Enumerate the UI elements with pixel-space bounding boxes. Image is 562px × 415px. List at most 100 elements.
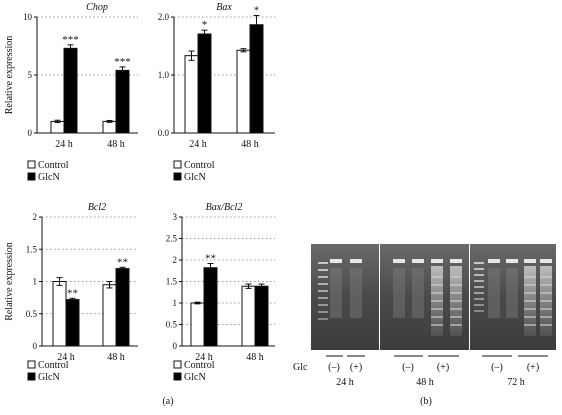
ladder-band: [474, 310, 484, 312]
significance-marker: **: [117, 256, 128, 268]
fragment-band: [540, 300, 552, 302]
y-tick-label: 1.5: [26, 244, 38, 254]
fragment-band: [524, 292, 536, 294]
legend-label-control: Control: [184, 360, 215, 371]
gel-treatment-24h-minus: (–): [328, 362, 340, 373]
fragment-band: [450, 276, 462, 278]
error-bar: [119, 66, 126, 71]
fragment-band: [431, 316, 443, 318]
legend-swatch-control: [27, 160, 36, 169]
x-tick-label: 48 h: [107, 352, 125, 363]
legend-label-control: Control: [38, 360, 69, 371]
bar-control-48h: [102, 120, 117, 134]
ladder-band: [318, 276, 328, 278]
bar-control-24h: [184, 55, 199, 134]
ladder-band: [474, 286, 484, 288]
x-tick-label: 48 h: [241, 139, 259, 150]
gel-time-72h: 72 h: [507, 377, 525, 388]
bar-glcn-24h: [197, 33, 212, 134]
y-tick-label: 1.0: [158, 70, 170, 80]
genomic-band: [393, 259, 405, 263]
ladder-band: [318, 290, 328, 292]
legend-label-control: Control: [38, 160, 69, 171]
ladder-band: [474, 292, 484, 294]
chart-chop: 0 5 10 Chop Relative expression *** 24 h *** 48 …: [4, 2, 138, 183]
bar-control-48h: [241, 285, 256, 347]
fragment-band: [540, 292, 552, 294]
error-bar: [106, 281, 113, 289]
bar-control-24h: [50, 120, 65, 134]
fragment-band: [540, 284, 552, 286]
chart-title: Bax/Bcl2: [206, 202, 243, 213]
gel-image: [311, 244, 556, 350]
y-tick-label: 0.0: [158, 128, 170, 138]
gel-time-48h: 48 h: [416, 377, 434, 388]
legend-label-glcn: GlcN: [184, 372, 206, 383]
genomic-band: [488, 259, 500, 263]
fragment-band: [540, 308, 552, 310]
y-tick-label: 1: [33, 277, 38, 287]
fragment-band: [524, 284, 536, 286]
ladder-band: [474, 268, 484, 270]
chart-title: Bcl2: [88, 202, 106, 213]
fragment-band: [431, 324, 443, 326]
y-tick-label: 0: [33, 341, 38, 351]
genomic-band: [540, 259, 552, 263]
fragment-band: [431, 308, 443, 310]
gel-treatment-48h-plus: (+): [437, 362, 449, 373]
bar-glcn-48h: [115, 69, 130, 134]
y-tick-label: 10: [23, 12, 33, 22]
significance-marker: **: [205, 252, 216, 264]
y-axis-label: Relative expression: [4, 36, 15, 115]
chart-bax-bcl2: 0 0.5 1 1.5 2 2.5 3 Bax/Bcl2 ** 24 h 48 h ControlGl…: [166, 202, 275, 383]
x-tick-label: 48 h: [107, 139, 125, 150]
error-bar: [245, 283, 252, 289]
ladder-band: [474, 274, 484, 276]
y-tick-label: 2.0: [158, 12, 170, 22]
fragment-band: [431, 284, 443, 286]
ladder-band: [318, 304, 328, 306]
genomic-band: [330, 259, 342, 263]
ladder-band: [318, 269, 328, 271]
ladder-band: [318, 297, 328, 299]
bar-glcn-24h: [203, 267, 218, 347]
y-tick-label: 1: [173, 298, 178, 308]
significance-marker: ***: [114, 56, 131, 68]
gel-treatment-72h-minus: (–): [491, 362, 503, 373]
error-bar: [240, 48, 247, 53]
fragment-band: [524, 324, 536, 326]
significance-marker: *: [202, 19, 208, 31]
legend-label-glcn: GlcN: [184, 172, 206, 183]
y-tick-label: 2: [173, 255, 178, 265]
legend-swatch-control: [173, 360, 182, 369]
gel-time-24h: 24 h: [336, 377, 354, 388]
error-bar: [56, 277, 63, 286]
y-tick-label: 3: [173, 212, 178, 222]
genomic-band: [412, 259, 424, 263]
fragment-band: [524, 316, 536, 318]
chart-title: Bax: [216, 2, 232, 13]
ladder-band: [474, 280, 484, 282]
legend-swatch-control: [27, 360, 36, 369]
y-tick-label: 1.5: [166, 277, 178, 287]
y-tick-label: 2: [33, 212, 38, 222]
legend-swatch-glcn: [27, 172, 36, 181]
chart-bcl2: 0 0.5 1 1.5 2 Bcl2 Relative expression ** 24 h **…: [4, 202, 138, 383]
bar-glcn-48h: [254, 285, 269, 347]
error-bar: [67, 44, 74, 49]
fragment-band: [431, 276, 443, 278]
gel-row-label: Glc: [293, 362, 308, 373]
genomic-band: [350, 259, 362, 263]
legend-swatch-control: [173, 160, 182, 169]
error-bar: [207, 262, 214, 268]
faint-lane: [393, 268, 405, 318]
bar-glcn-24h: [65, 299, 80, 347]
fragment-band: [540, 316, 552, 318]
y-tick-label: 2.5: [166, 234, 178, 244]
fragment-band: [450, 284, 462, 286]
error-bar: [54, 119, 61, 124]
error-bar: [258, 283, 265, 287]
y-axis-label: Relative expression: [4, 242, 15, 321]
fragment-band: [450, 308, 462, 310]
